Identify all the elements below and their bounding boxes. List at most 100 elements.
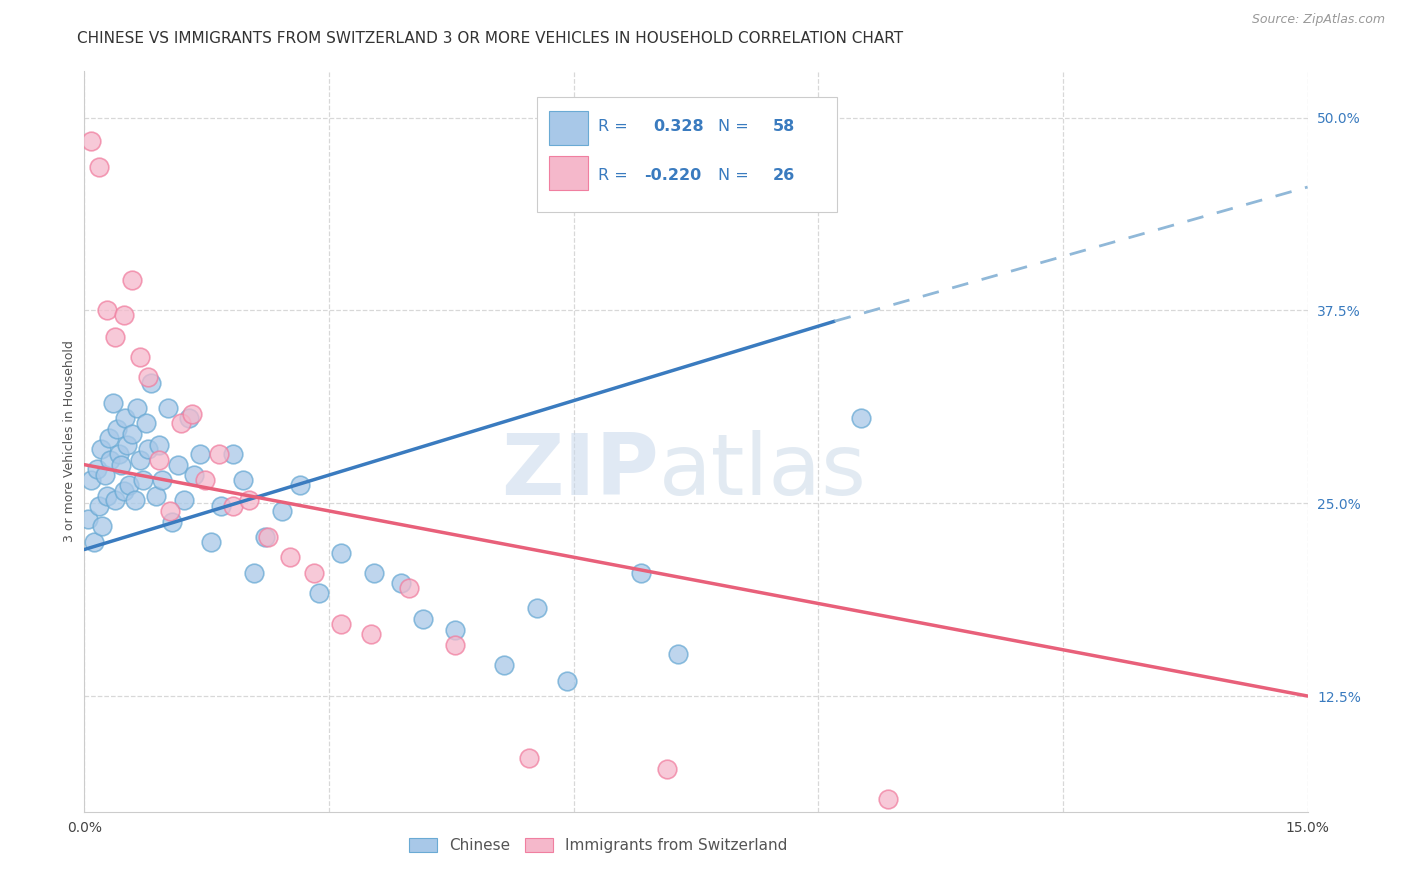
Point — [110, 458, 132, 472]
Text: CHINESE VS IMMIGRANTS FROM SWITZERLAND 3 OR MORE VEHICLES IN HOUSEHOLD CORRELATI: CHINESE VS IMMIGRANTS FROM SWITZERLAND 3… — [77, 31, 904, 46]
Point — [181, 407, 204, 421]
Point — [83, 534, 105, 549]
Point — [257, 530, 280, 544]
Point — [849, 411, 872, 425]
Text: 0.328: 0.328 — [654, 120, 704, 135]
Point — [128, 350, 150, 364]
Point — [209, 500, 232, 514]
Point — [77, 511, 100, 525]
Point — [526, 601, 548, 615]
Text: N =: N = — [718, 168, 749, 183]
Point — [145, 489, 167, 503]
Text: atlas: atlas — [659, 430, 868, 513]
Point — [254, 530, 277, 544]
Point — [114, 411, 136, 425]
Point — [127, 401, 149, 415]
Point — [136, 369, 159, 384]
Point — [156, 401, 179, 415]
Point — [666, 648, 689, 662]
Point — [141, 376, 163, 390]
Point — [91, 519, 114, 533]
Point — [243, 566, 266, 580]
Point — [135, 416, 157, 430]
Point — [80, 134, 103, 148]
Point — [162, 515, 184, 529]
Point — [222, 500, 245, 514]
Point — [290, 477, 312, 491]
FancyBboxPatch shape — [537, 97, 837, 212]
Point — [630, 566, 652, 580]
Point — [167, 458, 190, 472]
Point — [555, 673, 578, 688]
Point — [159, 504, 181, 518]
Point — [128, 453, 150, 467]
Point — [112, 308, 135, 322]
Point — [412, 612, 434, 626]
Point — [148, 453, 170, 467]
Point — [308, 585, 330, 599]
Text: 26: 26 — [773, 168, 796, 183]
Point — [124, 493, 146, 508]
Point — [107, 447, 129, 461]
Point — [87, 500, 110, 514]
Point — [93, 468, 115, 483]
Point — [118, 477, 141, 491]
Point — [136, 442, 159, 457]
Legend: Chinese, Immigrants from Switzerland: Chinese, Immigrants from Switzerland — [404, 832, 793, 860]
Point — [517, 750, 540, 764]
Point — [444, 623, 467, 637]
Point — [232, 473, 254, 487]
Point — [278, 550, 301, 565]
Text: N =: N = — [718, 120, 749, 135]
Point — [96, 303, 118, 318]
Point — [389, 576, 412, 591]
Point — [169, 416, 191, 430]
Point — [330, 546, 353, 560]
Text: R =: R = — [598, 120, 628, 135]
Point — [304, 566, 326, 580]
Text: 58: 58 — [773, 120, 796, 135]
FancyBboxPatch shape — [550, 112, 588, 145]
Point — [90, 442, 112, 457]
Point — [188, 447, 211, 461]
Text: ZIP: ZIP — [502, 430, 659, 513]
Point — [194, 473, 217, 487]
Point — [86, 462, 108, 476]
Text: -0.220: -0.220 — [644, 168, 702, 183]
Point — [363, 566, 385, 580]
Point — [657, 762, 679, 776]
Point — [121, 272, 143, 286]
Point — [200, 534, 222, 549]
Point — [121, 426, 143, 441]
Point — [330, 616, 353, 631]
Text: R =: R = — [598, 168, 628, 183]
Point — [876, 792, 898, 806]
FancyBboxPatch shape — [550, 156, 588, 190]
Point — [238, 493, 260, 508]
Point — [222, 447, 245, 461]
Point — [104, 329, 127, 343]
Point — [87, 160, 110, 174]
Point — [132, 473, 155, 487]
Point — [112, 483, 135, 498]
Point — [148, 437, 170, 451]
Point — [270, 504, 292, 518]
Text: Source: ZipAtlas.com: Source: ZipAtlas.com — [1251, 13, 1385, 27]
Point — [494, 658, 516, 673]
Point — [96, 489, 118, 503]
Point — [100, 453, 122, 467]
Point — [97, 432, 120, 446]
Y-axis label: 3 or more Vehicles in Household: 3 or more Vehicles in Household — [63, 341, 76, 542]
Point — [183, 468, 205, 483]
Point — [177, 411, 200, 425]
Point — [398, 581, 420, 595]
Point — [150, 473, 173, 487]
Point — [173, 493, 195, 508]
Point — [115, 437, 138, 451]
Point — [360, 627, 382, 641]
Point — [80, 473, 103, 487]
Point — [105, 422, 128, 436]
Point — [444, 638, 467, 652]
Point — [101, 396, 124, 410]
Point — [104, 493, 127, 508]
